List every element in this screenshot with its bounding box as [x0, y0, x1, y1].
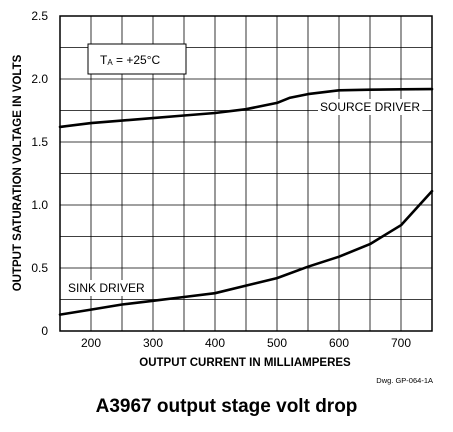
y-tick-label: 1.0	[31, 198, 48, 212]
label-backing	[318, 99, 423, 115]
annotation-box	[87, 43, 187, 75]
figure-caption: A3967 output stage volt drop	[95, 396, 358, 417]
y-tick-labels: 0 0.5 1.0 1.5 2.0 2.5	[31, 9, 48, 338]
x-tick-labels: 200 300 400 500 600 700	[81, 336, 411, 350]
sink-driver-label: SINK DRIVER	[68, 281, 145, 295]
y-tick-label: 0.5	[31, 261, 48, 275]
drawing-number: Dwg. GP-064-1A	[376, 376, 433, 385]
source-driver-line	[58, 87, 434, 129]
x-tick-label: 600	[329, 336, 349, 350]
y-tick-label: 0	[41, 324, 48, 338]
label-backing	[66, 280, 148, 296]
annotation-text: TA = +25°C	[100, 53, 161, 67]
annotation-value: = +25°C	[113, 53, 161, 67]
temperature-annotation: TA = +25°C	[87, 43, 187, 75]
annotation-subscript: A	[107, 58, 113, 67]
y-tick-label: 2.0	[31, 72, 48, 86]
source-driver-label: SOURCE DRIVER	[320, 100, 420, 114]
sink-driver-line	[58, 189, 434, 316]
y-tick-label: 1.5	[31, 135, 48, 149]
x-tick-label: 300	[143, 336, 163, 350]
x-tick-label: 700	[391, 336, 411, 350]
plot-frame	[59, 15, 433, 332]
series-lines	[58, 87, 434, 316]
annotation-label: T	[100, 53, 108, 67]
x-tick-label: 400	[205, 336, 225, 350]
x-tick-label: 200	[81, 336, 101, 350]
x-axis-label: OUTPUT CURRENT IN MILLIAMPERES	[139, 357, 351, 369]
y-axis-label: OUTPUT SATURATION VOLTAGE IN VOLTS	[12, 54, 24, 291]
x-tick-label: 500	[267, 336, 287, 350]
y-tick-label: 2.5	[31, 9, 48, 23]
chart: 200 300 400 500 600 700 0 0.5 1.0 1.5 2.0 2.5 TA =…	[12, 9, 434, 385]
